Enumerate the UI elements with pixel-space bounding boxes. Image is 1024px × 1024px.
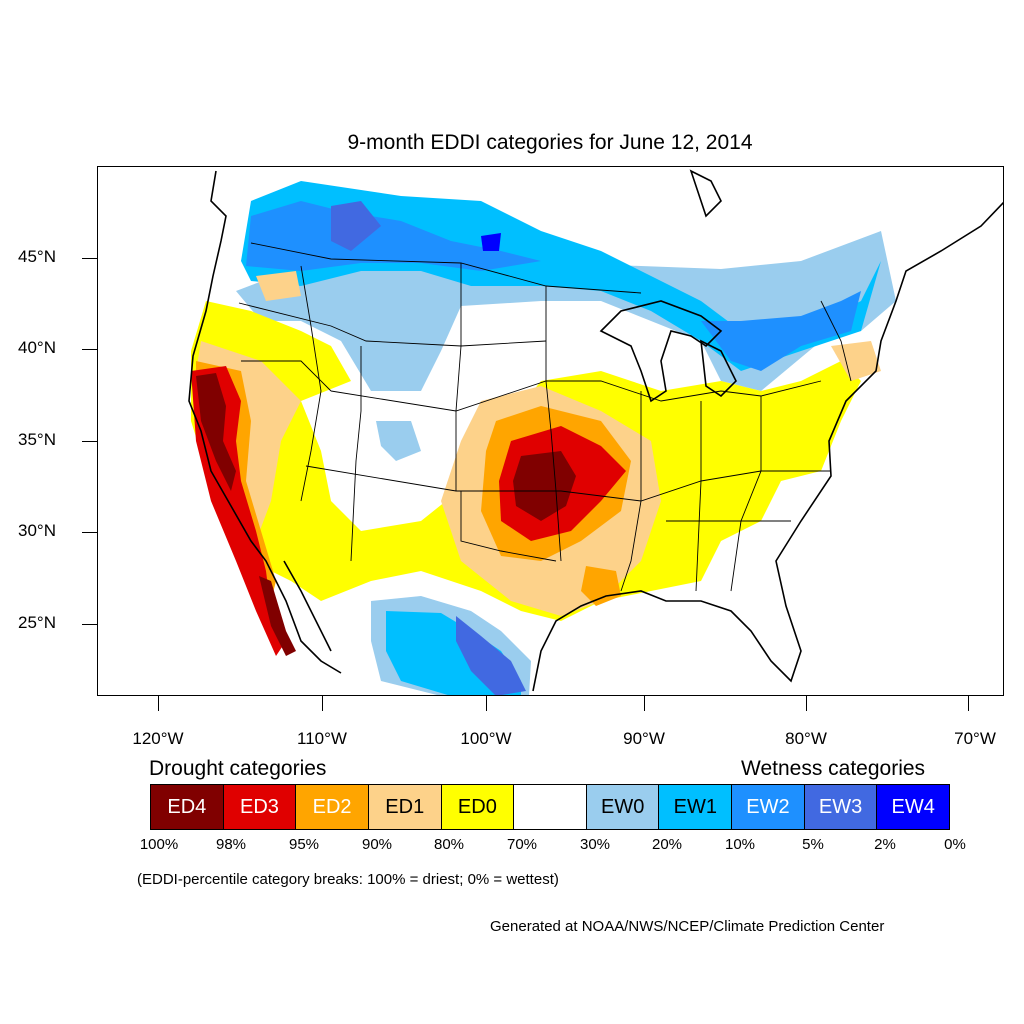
legend-swatch-ew3: EW3 bbox=[804, 785, 878, 829]
wet-north-ew3 bbox=[331, 201, 381, 251]
break-label: 100% bbox=[139, 836, 179, 853]
lat-label-40: 40°N bbox=[18, 338, 56, 357]
wetness-heading: Wetness categories bbox=[741, 757, 926, 780]
legend-swatch-neutral bbox=[514, 785, 587, 829]
lon-tick bbox=[158, 696, 159, 711]
break-label: 98% bbox=[215, 836, 247, 853]
lat-tick bbox=[82, 624, 97, 625]
legend-swatch-ed4: ED4 bbox=[151, 785, 224, 829]
break-label: 20% bbox=[651, 836, 683, 853]
legend-swatch-ed0: ED0 bbox=[441, 785, 515, 829]
wet-colorado-ew0 bbox=[376, 421, 421, 461]
lat-tick bbox=[82, 441, 97, 442]
lon-tick bbox=[486, 696, 487, 711]
legend-swatch-ew1: EW1 bbox=[659, 785, 733, 829]
break-label: 0% bbox=[944, 836, 966, 853]
lat-tick bbox=[82, 349, 97, 350]
lon-label-70: 70°W bbox=[954, 729, 996, 748]
break-label: 90% bbox=[361, 836, 393, 853]
lat-label-35: 35°N bbox=[18, 430, 56, 449]
break-label: 80% bbox=[433, 836, 465, 853]
dry-ed1-oregon bbox=[256, 271, 301, 301]
break-label: 30% bbox=[579, 836, 611, 853]
coastlines bbox=[188, 169, 1003, 692]
break-label: 2% bbox=[874, 836, 896, 853]
legend-swatch-ew4: EW4 bbox=[877, 785, 950, 829]
lat-tick bbox=[82, 258, 97, 259]
lon-tick bbox=[806, 696, 807, 711]
legend-swatch-ed1: ED1 bbox=[368, 785, 442, 829]
wet-north-ew4 bbox=[481, 233, 501, 251]
lat-label-30: 30°N bbox=[18, 521, 56, 540]
lat-tick bbox=[82, 532, 97, 533]
dry-ed4-west bbox=[196, 373, 236, 491]
dry-ed4-baja bbox=[259, 576, 296, 656]
legend-swatch-ed3: ED3 bbox=[223, 785, 297, 829]
wet-north-ew2 bbox=[246, 201, 541, 271]
legend-swatch-ed2: ED2 bbox=[296, 785, 369, 829]
legend-colorbar: ED4 ED3 ED2 ED1 ED0 EW0 EW1 EW2 EW3 EW4 bbox=[150, 784, 950, 830]
legend-swatch-ew0: EW0 bbox=[586, 785, 660, 829]
category-note: (EDDI-percentile category breaks: 100% =… bbox=[137, 871, 559, 888]
wet-north-ew2b bbox=[701, 291, 861, 371]
lat-label-25: 25°N bbox=[18, 613, 56, 632]
eddi-map bbox=[188, 167, 1003, 695]
break-label: 70% bbox=[506, 836, 538, 853]
break-label: 10% bbox=[724, 836, 756, 853]
lon-tick bbox=[968, 696, 969, 711]
break-label: 5% bbox=[802, 836, 824, 853]
map-panel bbox=[97, 166, 1004, 696]
drought-heading: Drought categories bbox=[149, 757, 327, 780]
wet-texas-ew3 bbox=[456, 616, 526, 695]
lon-tick bbox=[644, 696, 645, 711]
map-title: 9-month EDDI categories for June 12, 201… bbox=[347, 131, 753, 154]
credit-line: Generated at NOAA/NWS/NCEP/Climate Predi… bbox=[490, 918, 885, 935]
lon-label-100: 100°W bbox=[460, 729, 512, 748]
legend-swatch-ew2: EW2 bbox=[732, 785, 805, 829]
lat-label-45: 45°N bbox=[18, 247, 56, 266]
lon-label-90: 90°W bbox=[623, 729, 665, 748]
dry-ed4-central bbox=[513, 451, 576, 521]
state-borders bbox=[238, 242, 852, 592]
lon-tick bbox=[322, 696, 323, 711]
lon-label-110: 110°W bbox=[297, 729, 347, 748]
break-label: 95% bbox=[288, 836, 320, 853]
lon-label-80: 80°W bbox=[785, 729, 827, 748]
lon-label-120: 120°W bbox=[132, 729, 184, 748]
